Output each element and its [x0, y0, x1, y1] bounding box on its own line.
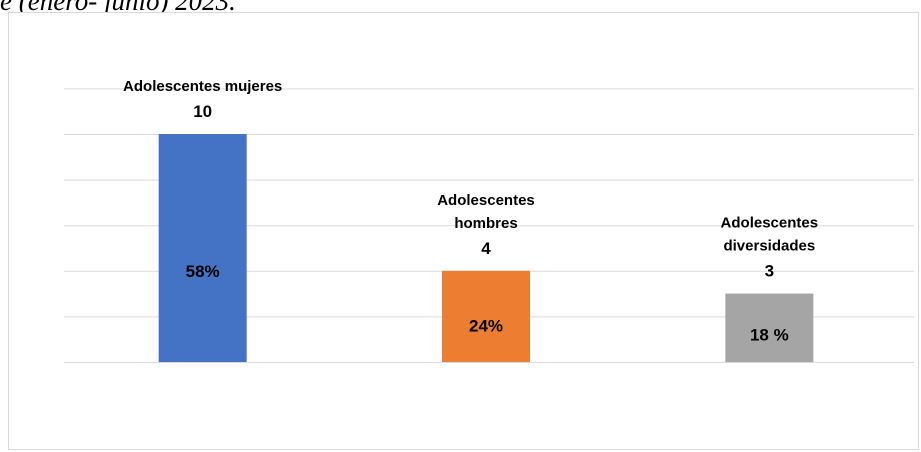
percent-label: 18 %: [750, 326, 789, 345]
percent-label: 58%: [186, 262, 220, 281]
chart-area: 10 Adolescentes mujeres 58% 4 Adolescentes ho…: [8, 12, 919, 450]
bar-chart: 10 Adolescentes mujeres 58% 4 Adolescentes ho…: [64, 78, 914, 363]
category-label: diversidades: [723, 238, 815, 255]
value-label: 4: [481, 239, 491, 258]
category-label: hombres: [454, 215, 517, 232]
category-label: Adolescentes: [437, 192, 535, 209]
value-label: 10: [193, 102, 212, 121]
category-label: Adolescentes: [721, 215, 819, 232]
bar: [725, 293, 814, 362]
category-label: Adolescentes mujeres: [123, 78, 282, 95]
bar: [158, 134, 247, 362]
bar: [442, 270, 530, 362]
value-label: 3: [765, 262, 774, 281]
percent-label: 24%: [469, 317, 503, 336]
